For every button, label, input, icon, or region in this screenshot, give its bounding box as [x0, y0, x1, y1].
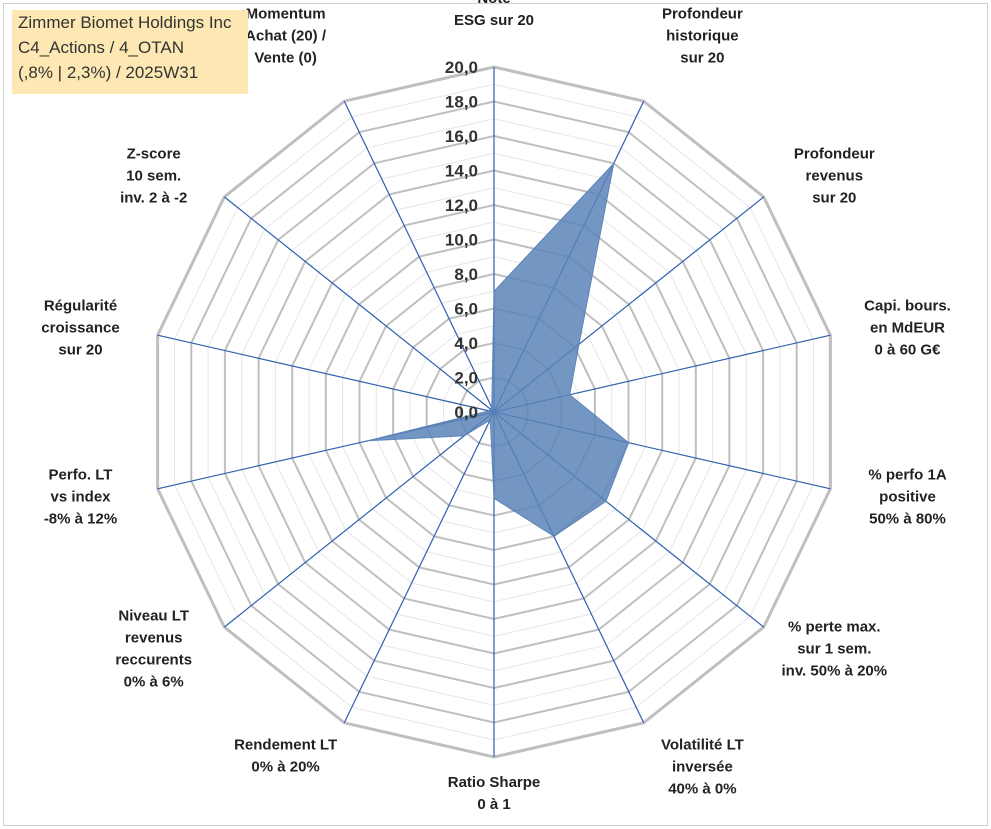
axis-label-line: Capi. bours.	[864, 298, 951, 315]
axis-label-line: Niveau LT	[118, 607, 189, 624]
tick-label: 6,0	[454, 300, 478, 319]
data-area	[367, 161, 630, 537]
axis-label-line: Z-score	[127, 146, 181, 163]
axis-label-line: ESG sur 20	[454, 12, 534, 29]
axis-label: Niveau LT revenus reccurents 0% à 6%	[115, 607, 192, 690]
axis-label: Rendement LT 0% à 20%	[234, 737, 337, 776]
axis-label-line: positive	[879, 488, 936, 505]
axis-label-line: Volatilité LT	[661, 737, 744, 754]
axis-label-line: inv. 50% à 20%	[781, 662, 887, 679]
axis-label-line: 0 à 1	[477, 796, 510, 813]
tick-label: 4,0	[454, 334, 478, 353]
axis-spoke	[223, 196, 495, 413]
period-label: (,8% | 2,3%) / 2025W31	[18, 63, 199, 82]
tick-label: 2,0	[454, 369, 478, 388]
axis-label-line: % perte max.	[788, 618, 881, 635]
axis-label-line: revenus	[125, 629, 183, 646]
axis-label-line: sur 20	[680, 50, 724, 67]
tick-label: 16,0	[445, 127, 478, 146]
tick-label: 18,0	[445, 93, 478, 112]
axis-label: Profondeur historique sur 20	[662, 6, 743, 67]
axis-label: Perfo. LT vs index -8% à 12%	[44, 466, 117, 527]
info-box: Zimmer Biomet Holdings Inc C4_Actions / …	[12, 10, 248, 94]
axis-label-line: 40% à 0%	[668, 781, 736, 798]
tick-label: 12,0	[445, 196, 478, 215]
axis-label: % perfo 1A positive 50% à 80%	[868, 466, 947, 527]
axis-label-line: revenus	[806, 168, 864, 185]
company-name: Zimmer Biomet Holdings Inc	[18, 13, 232, 32]
axis-label-line: inv. 2 à -2	[120, 190, 187, 207]
axis-spoke	[343, 100, 495, 413]
axis-spoke	[223, 411, 495, 628]
axis-label-line: vs index	[50, 488, 111, 505]
axis-label-line: Achat (20) /	[245, 28, 327, 45]
axis-label-line: 0% à 6%	[124, 673, 184, 690]
axis-label-line: croissance	[41, 320, 119, 337]
axis-label-line: 0% à 20%	[251, 759, 319, 776]
axis-label-line: 10 sem.	[126, 168, 181, 185]
tick-label: 14,0	[445, 162, 478, 181]
axis-label-line: Vente (0)	[254, 50, 317, 67]
axis-label-line: Rendement LT	[234, 737, 337, 754]
axis-spoke	[157, 334, 495, 413]
data-series	[367, 161, 630, 537]
axis-label-line: % perfo 1A	[868, 466, 947, 483]
axis-label-line: inversée	[672, 759, 733, 776]
axis-label: Profondeur revenus sur 20	[794, 146, 875, 207]
axis-label-line: Profondeur	[794, 146, 875, 163]
axis-label-line: Momentum	[246, 6, 326, 23]
axis-label-line: sur 1 sem.	[797, 640, 871, 657]
axis-label-line: sur 20	[58, 342, 102, 359]
axis-label-line: Profondeur	[662, 6, 743, 23]
axis-label: Régularité croissance sur 20	[41, 298, 119, 359]
tick-label: 20,0	[445, 58, 478, 77]
axis-label: % perte max. sur 1 sem. inv. 50% à 20%	[781, 618, 887, 679]
axis-label-line: Perfo. LT	[49, 466, 113, 483]
axis-label: Capi. bours. en MdEUR 0 à 60 G€	[864, 298, 951, 359]
axis-label-line: historique	[666, 28, 739, 45]
axis-label: Ratio Sharpe 0 à 1	[448, 774, 541, 813]
axis-label-line: 0 à 60 G€	[875, 342, 942, 359]
axis-spoke	[343, 411, 495, 724]
category-label: C4_Actions / 4_OTAN	[18, 38, 184, 57]
axis-label: Note ESG sur 20	[454, 0, 534, 29]
axis-label-line: Régularité	[44, 298, 117, 315]
axis-label: Volatilité LT inversée 40% à 0%	[661, 737, 744, 798]
axis-labels: Note ESG sur 20 Profondeur historique sur 20…	[41, 0, 951, 813]
axis-label-line: en MdEUR	[870, 320, 945, 337]
axis-label-line: reccurents	[115, 651, 192, 668]
axis-label: Momentum Achat (20) / Vente (0)	[245, 6, 327, 67]
axis-label-line: -8% à 12%	[44, 510, 117, 527]
axis-label-line: Note	[477, 0, 510, 7]
tick-label: 10,0	[445, 231, 478, 250]
tick-label: 0,0	[454, 403, 478, 422]
radial-tick-labels: 0,0 2,0 4,0 6,0 8,0 10,0 12,0 14,0 16,0 18,0 20,0	[445, 58, 478, 422]
axis-label-line: sur 20	[812, 190, 856, 207]
axis-label: Z-score 10 sem. inv. 2 à -2	[120, 146, 187, 207]
axis-label-line: 50% à 80%	[869, 510, 946, 527]
tick-label: 8,0	[454, 265, 478, 284]
axis-label-line: Ratio Sharpe	[448, 774, 541, 791]
